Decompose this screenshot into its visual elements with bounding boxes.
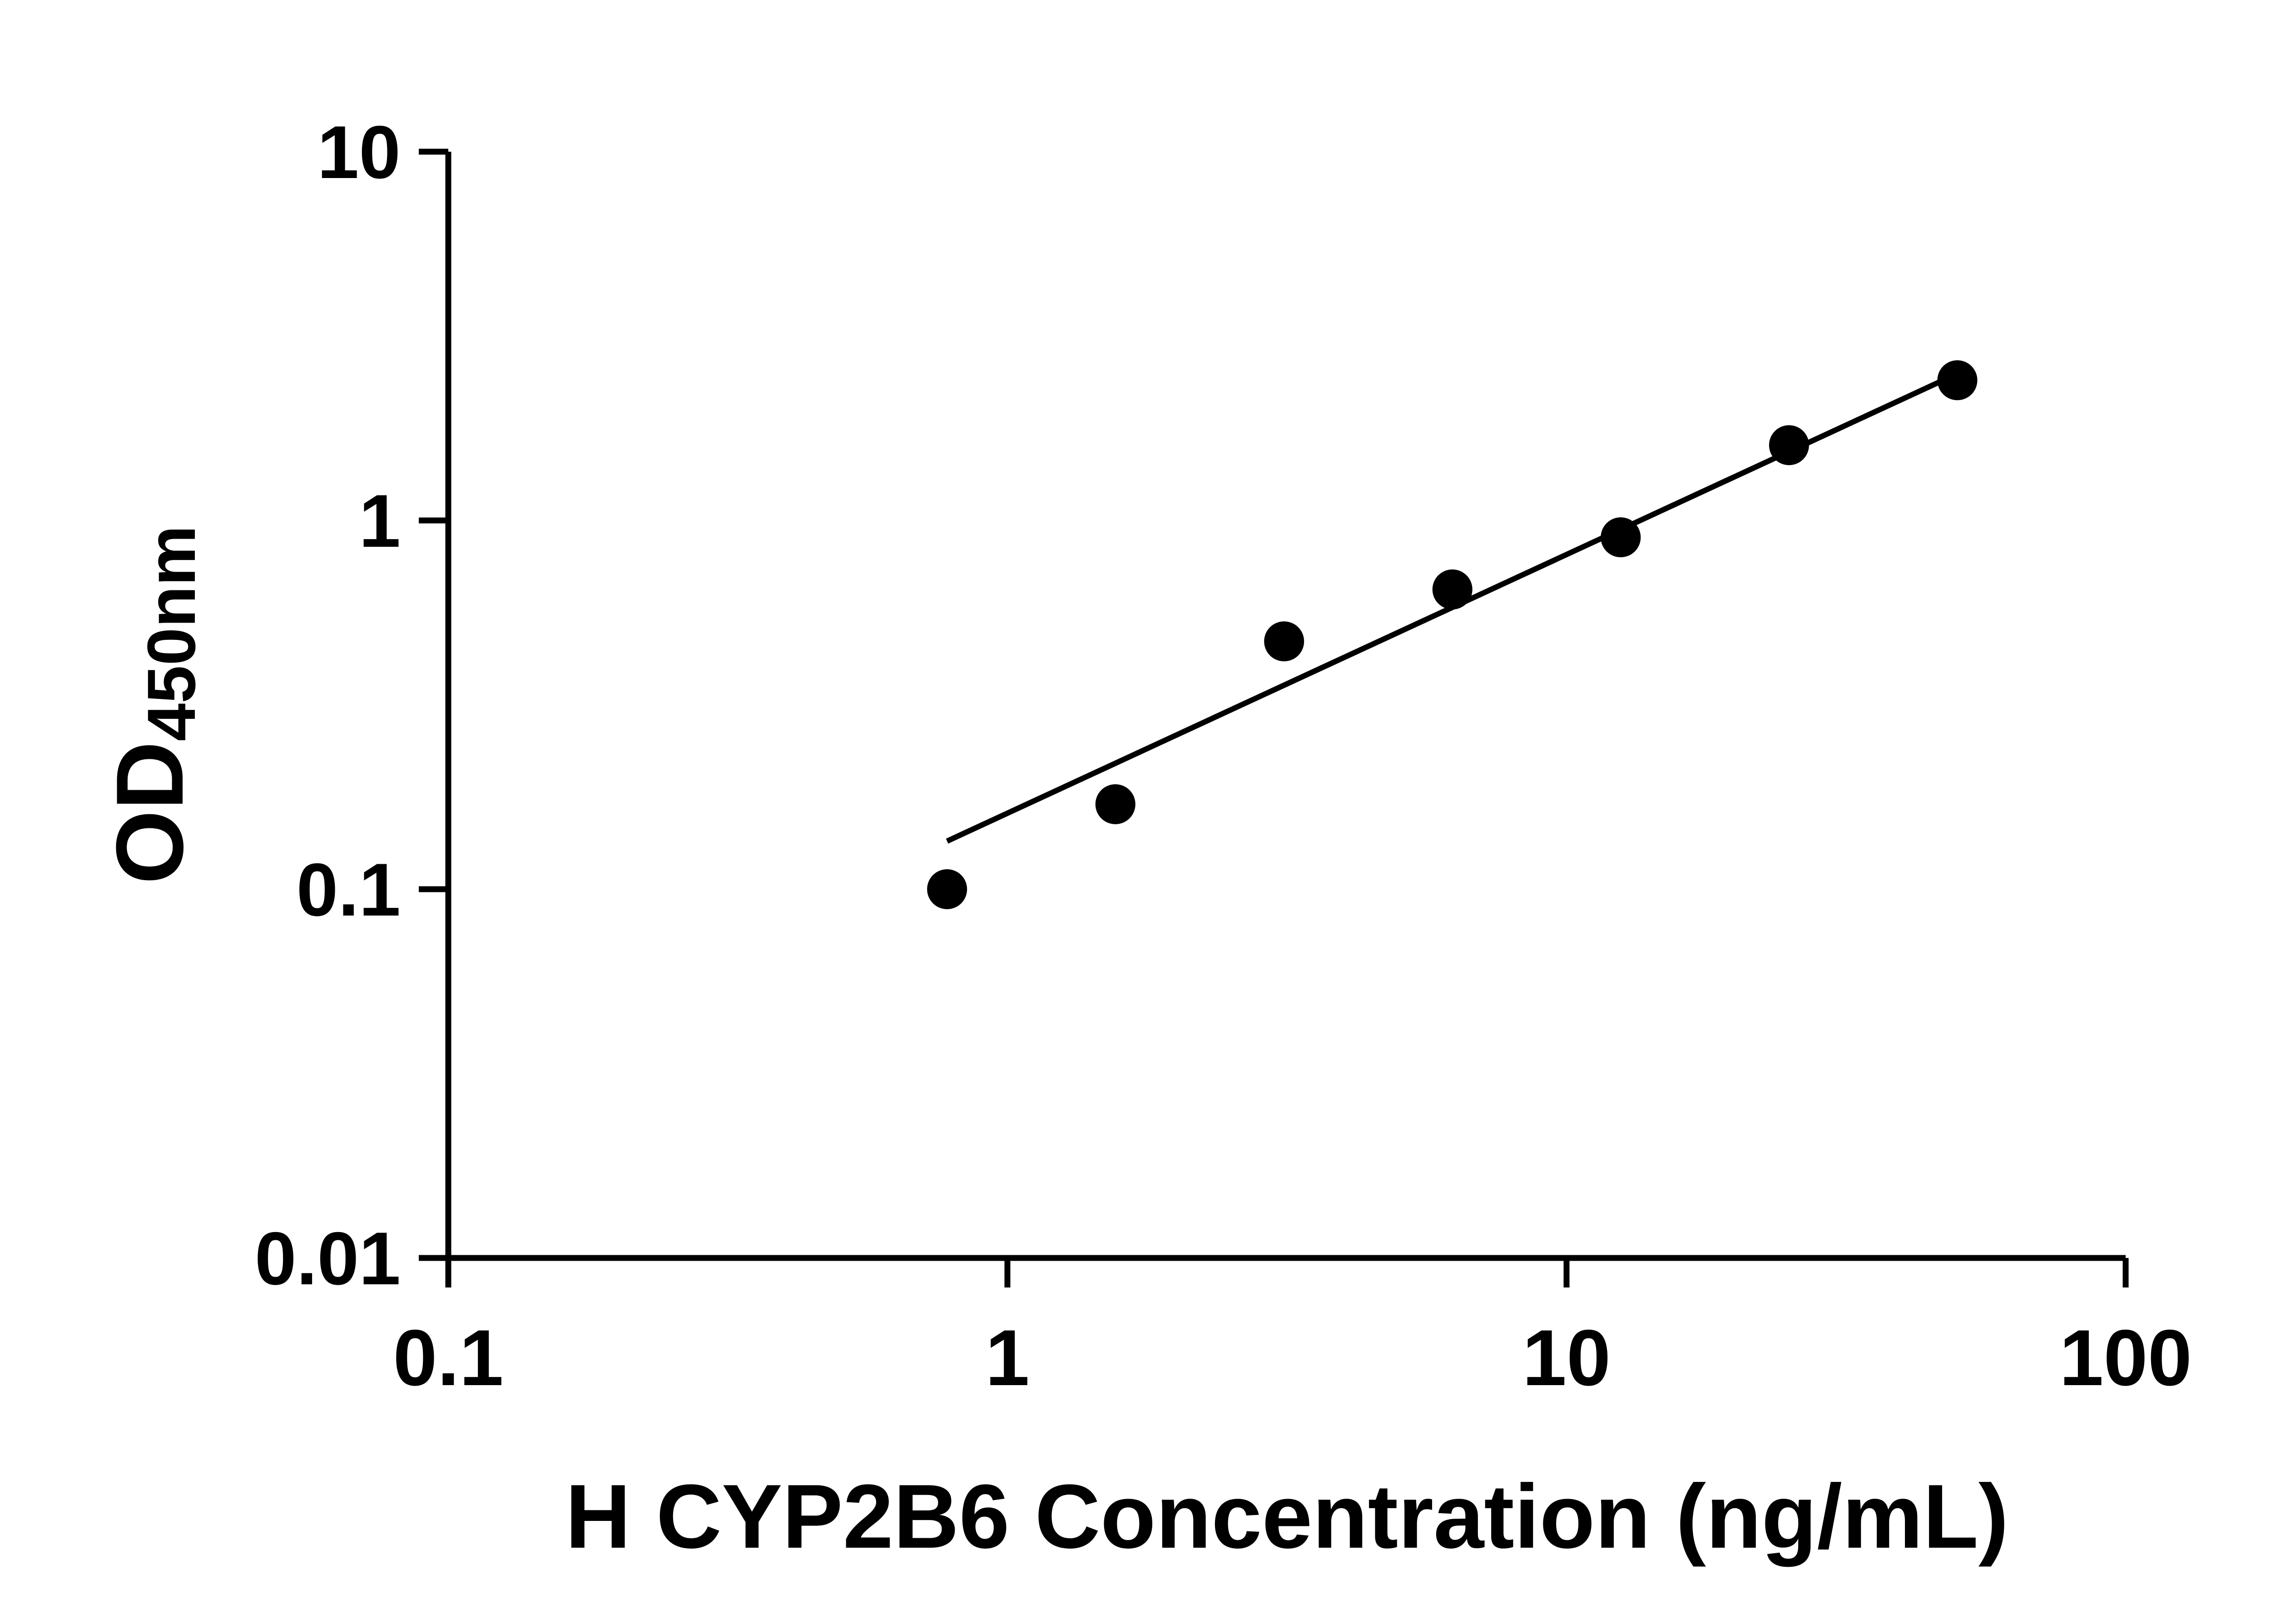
- data-point: [1264, 621, 1304, 662]
- y-tick-label: 0.01: [255, 1217, 401, 1300]
- data-point: [1601, 517, 1641, 558]
- x-tick-label: 0.1: [393, 1314, 503, 1402]
- x-tick-label: 10: [1522, 1314, 1611, 1402]
- x-tick-label: 100: [2059, 1314, 2192, 1402]
- y-axis-title-main: OD: [96, 741, 203, 885]
- y-tick-label: 0.1: [297, 848, 401, 931]
- axes-frame: [445, 152, 2126, 1261]
- data-point: [1432, 569, 1473, 609]
- data-point: [1769, 425, 1809, 465]
- x-tick-label: 1: [985, 1314, 1029, 1402]
- y-axis-title: OD450nm: [95, 525, 209, 885]
- x-axis-title: H CYP2B6 Concentration (ng/mL): [565, 1466, 2009, 1567]
- data-point: [1937, 360, 1978, 401]
- y-tick-label: 10: [317, 110, 401, 194]
- data-point: [927, 869, 967, 909]
- y-axis-title-subscript: 450nm: [133, 525, 209, 742]
- y-tick-label: 1: [359, 479, 401, 563]
- data-point: [1095, 784, 1136, 824]
